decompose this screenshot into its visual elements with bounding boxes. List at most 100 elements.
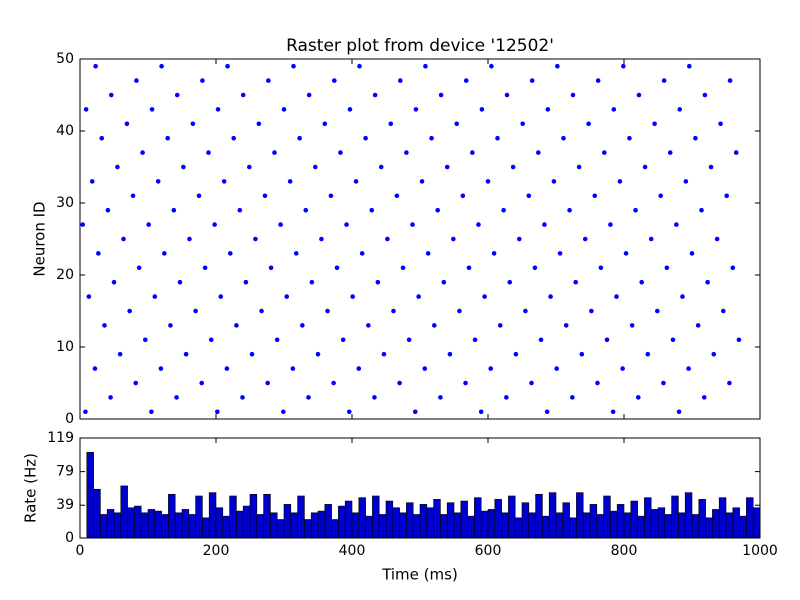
spike-dot <box>177 279 183 285</box>
spike-dot <box>83 107 89 112</box>
spike-dot <box>504 92 510 98</box>
spike-dot <box>532 265 538 271</box>
rate-bar <box>168 494 176 539</box>
spike-dot <box>488 366 494 371</box>
spike-dot <box>183 351 189 357</box>
rate-bar <box>297 495 305 539</box>
spike-dot <box>124 121 130 127</box>
rate-bar <box>385 500 394 539</box>
spike-dot <box>516 236 522 242</box>
spike-dot <box>315 351 321 357</box>
spike-dot <box>686 63 692 69</box>
rate-bar <box>487 509 496 539</box>
spike-dot <box>397 380 402 386</box>
rate-bar <box>460 500 468 539</box>
spike-dot <box>346 409 352 415</box>
spike-dot <box>83 409 88 415</box>
spike-dot <box>281 107 287 112</box>
spike-dot <box>435 207 440 213</box>
spike-dot <box>224 366 230 371</box>
spike-dot <box>231 135 236 141</box>
rate-bar <box>603 495 611 539</box>
spike-dot <box>695 323 701 328</box>
spike-dot <box>319 236 324 242</box>
rate-frame <box>79 437 761 539</box>
spike-dot <box>567 207 572 213</box>
spike-dot <box>545 107 551 112</box>
spike-dot <box>378 164 384 170</box>
spike-dot <box>152 294 158 299</box>
spike-dot <box>158 366 164 371</box>
spike-dot <box>353 179 359 184</box>
spike-dot <box>639 279 644 285</box>
rate-bar <box>508 495 516 539</box>
spike-dot <box>664 265 670 271</box>
spike-dot <box>718 121 723 127</box>
spike-dot <box>357 63 362 69</box>
spike-dot <box>526 193 532 199</box>
spike-dot <box>274 337 280 343</box>
rate-bar <box>86 451 94 539</box>
spike-dot <box>200 78 205 83</box>
spike-dot <box>621 63 626 69</box>
spike-dot <box>266 78 271 83</box>
spike-dot <box>674 222 679 227</box>
rate-bar <box>161 514 169 539</box>
rate-bar <box>338 505 346 539</box>
spike-dot <box>701 395 707 400</box>
spike-dot <box>174 92 180 98</box>
spike-dot <box>212 222 217 227</box>
spike-dot <box>629 323 635 328</box>
rate-bar <box>283 504 292 539</box>
rate-y-tick-label: 0 <box>65 530 74 546</box>
spike-dot <box>460 193 466 199</box>
spike-dot <box>397 78 403 83</box>
spike-dot <box>620 366 625 371</box>
rate-bar <box>453 512 462 539</box>
spike-dot <box>165 135 171 141</box>
spike-dot <box>243 279 249 285</box>
spike-dot <box>548 294 553 299</box>
spike-dot <box>563 323 569 328</box>
rate-bar <box>718 497 727 539</box>
spike-dot <box>174 395 179 400</box>
rate-bar <box>480 510 489 539</box>
spike-dot <box>520 121 525 127</box>
spike-dot <box>332 78 337 83</box>
spike-dot <box>338 150 343 155</box>
spike-dot <box>476 222 481 227</box>
spike-dot <box>642 164 648 170</box>
spike-dot <box>554 366 559 371</box>
spike-dot <box>328 193 334 199</box>
spike-dot <box>208 337 214 343</box>
spike-dot <box>268 265 274 271</box>
rate-bar <box>174 512 183 539</box>
spike-dot <box>425 251 431 256</box>
spike-dot <box>159 63 164 69</box>
spike-dot <box>733 150 739 155</box>
spike-dot <box>589 308 594 314</box>
y-tick-label: 50 <box>56 51 74 67</box>
spike-dot <box>561 135 566 141</box>
rate-bar <box>698 499 706 539</box>
spike-dot <box>529 380 534 386</box>
rate-bar <box>100 514 108 539</box>
spike-dot <box>470 150 475 155</box>
spike-dot <box>93 63 98 69</box>
spike-dot <box>538 337 544 343</box>
spike-dot <box>130 193 136 199</box>
spike-dot <box>635 395 641 400</box>
rate-bar <box>154 510 162 539</box>
spike-dot <box>142 337 148 343</box>
spike-dot <box>683 179 689 184</box>
rate-bar <box>399 512 407 539</box>
spike-dot <box>99 135 105 141</box>
spike-dot <box>237 207 243 213</box>
rate-bar <box>739 515 747 539</box>
rate-bar <box>657 507 666 539</box>
spike-dot <box>617 179 623 184</box>
rate-bar <box>351 512 360 539</box>
rate-bar <box>582 512 591 539</box>
rate-bar <box>249 494 258 539</box>
spike-dot <box>133 380 139 386</box>
